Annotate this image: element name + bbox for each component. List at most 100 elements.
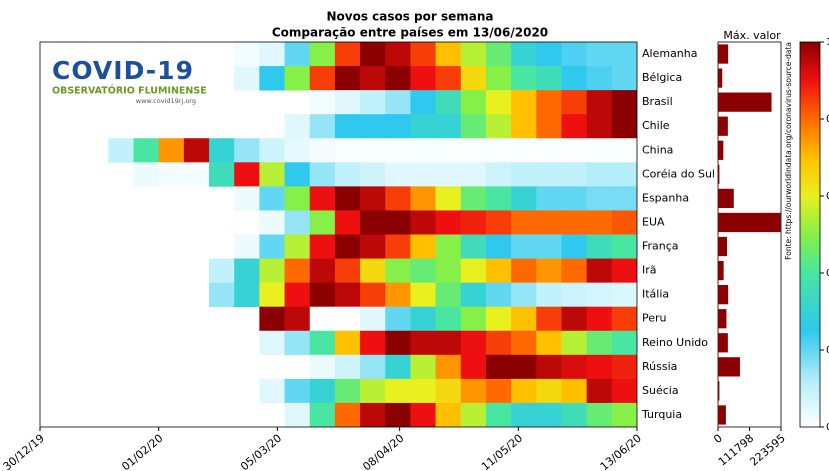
heat-cell	[561, 282, 588, 308]
heat-cell	[334, 66, 361, 91]
heat-cell	[435, 306, 462, 332]
heat-cell	[309, 66, 336, 91]
heat-cell	[485, 354, 512, 380]
bar	[718, 164, 720, 184]
heat-cell	[234, 42, 260, 67]
x-tick-label: 08/04/20	[360, 432, 406, 471]
heat-cell	[334, 186, 361, 211]
heat-cell	[284, 234, 311, 259]
heat-cell	[611, 354, 637, 380]
heat-cell	[561, 402, 588, 427]
heat-cell	[234, 138, 260, 163]
heat-cell	[410, 114, 437, 139]
row-label: Brasil	[642, 95, 673, 108]
heat-cell	[460, 210, 487, 235]
heat-cell	[611, 186, 637, 211]
heat-cell	[536, 90, 563, 115]
heat-cell	[511, 66, 537, 91]
heat-cell	[309, 354, 336, 380]
heat-cell	[611, 66, 637, 91]
heat-cell	[460, 186, 487, 211]
heat-cell	[611, 402, 637, 427]
heat-cell	[435, 234, 462, 259]
heat-cell	[511, 162, 537, 187]
heat-cell	[460, 282, 487, 308]
heat-cell	[435, 402, 462, 427]
heat-cell	[561, 258, 588, 284]
heat-cell	[511, 402, 537, 427]
bar	[718, 92, 772, 112]
bar	[718, 405, 726, 425]
heat-cell	[360, 282, 386, 308]
heat-cell	[460, 354, 487, 380]
chart-subtitle: Comparação entre países em 13/06/2020	[272, 26, 548, 40]
heat-cell	[385, 306, 412, 332]
heat-cell	[410, 66, 437, 91]
heat-cell	[360, 378, 386, 404]
heat-cell	[209, 162, 235, 187]
heat-cell	[611, 138, 637, 163]
heat-cell	[259, 330, 286, 356]
x-tick-label: 30/12/19	[1, 432, 47, 471]
heat-cell	[360, 234, 386, 259]
heat-cell	[360, 90, 386, 115]
heat-cell	[511, 378, 537, 404]
row-label: Peru	[642, 312, 667, 325]
heat-cell	[360, 354, 386, 380]
bar	[718, 44, 729, 64]
heat-cell	[511, 186, 537, 211]
bar	[718, 68, 723, 88]
heat-cell	[611, 282, 637, 308]
row-label: China	[642, 143, 673, 156]
heat-cell	[561, 42, 588, 67]
heat-cell	[511, 90, 537, 115]
heat-cell	[410, 42, 437, 67]
heat-cell	[536, 354, 563, 380]
heat-cell	[309, 90, 336, 115]
heat-cell	[259, 282, 286, 308]
bar	[718, 357, 740, 377]
heat-cell	[485, 90, 512, 115]
heat-cell	[586, 306, 613, 332]
heat-cell	[410, 282, 437, 308]
heat-cell	[435, 282, 462, 308]
heat-cell	[485, 114, 512, 139]
heat-cell	[561, 138, 588, 163]
heat-cell	[334, 354, 361, 380]
heat-cell	[385, 210, 412, 235]
heat-cell	[284, 138, 311, 163]
row-label: França	[642, 240, 679, 253]
heat-cell	[284, 186, 311, 211]
heat-cell	[460, 330, 487, 356]
heat-cell	[536, 114, 563, 139]
heat-cell	[334, 306, 361, 332]
heat-cell	[435, 330, 462, 356]
heat-cell	[460, 234, 487, 259]
heat-cell	[309, 402, 336, 427]
row-label: Coréia do Sul	[642, 167, 715, 180]
heat-cell	[284, 330, 311, 356]
heat-cell	[586, 66, 613, 91]
heat-cell	[309, 378, 336, 404]
heat-cell	[259, 42, 286, 67]
heat-cell	[410, 354, 437, 380]
heat-cell	[485, 186, 512, 211]
heat-cell	[334, 234, 361, 259]
chart-title: Novos casos por semana	[326, 10, 493, 24]
heat-cell	[586, 402, 613, 427]
heat-cell	[435, 66, 462, 91]
heat-cell	[309, 306, 336, 332]
heat-cell	[410, 378, 437, 404]
heat-cell	[284, 210, 311, 235]
heat-cell	[561, 66, 588, 91]
heat-cell	[586, 186, 613, 211]
heat-cell	[385, 234, 412, 259]
heat-cell	[133, 162, 160, 187]
heat-cell	[460, 42, 487, 67]
heat-cell	[158, 162, 185, 187]
heat-cell	[586, 90, 613, 115]
heat-cell	[435, 90, 462, 115]
heat-cell	[410, 330, 437, 356]
heat-cell	[410, 402, 437, 427]
heat-cell	[485, 42, 512, 67]
